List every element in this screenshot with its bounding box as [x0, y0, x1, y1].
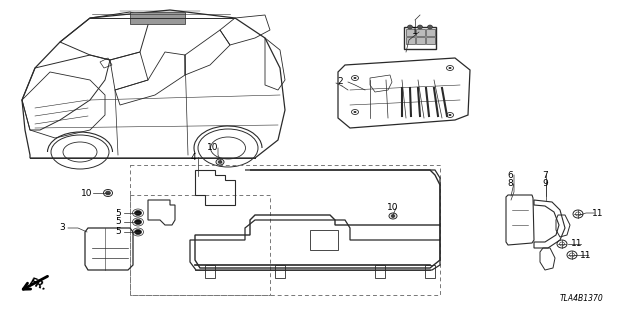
Ellipse shape — [449, 114, 451, 116]
Text: 11: 11 — [572, 239, 583, 249]
Text: 6: 6 — [507, 171, 513, 180]
Ellipse shape — [134, 211, 141, 215]
Bar — [426, 37, 435, 44]
Text: 8: 8 — [507, 180, 513, 188]
Text: 1: 1 — [412, 28, 418, 36]
Bar — [426, 29, 435, 36]
Text: 5: 5 — [115, 228, 121, 236]
Ellipse shape — [391, 214, 395, 218]
Ellipse shape — [353, 111, 356, 113]
Ellipse shape — [134, 229, 141, 235]
Ellipse shape — [417, 25, 422, 29]
Text: 9: 9 — [542, 180, 548, 188]
Text: 10: 10 — [387, 204, 399, 212]
Text: 5: 5 — [115, 209, 121, 218]
Ellipse shape — [353, 77, 356, 79]
Bar — [310, 230, 338, 250]
Text: 3: 3 — [59, 223, 65, 233]
Text: 5: 5 — [115, 218, 121, 227]
Text: 11: 11 — [580, 251, 592, 260]
Bar — [404, 27, 436, 49]
Bar — [416, 29, 425, 36]
Ellipse shape — [134, 220, 141, 225]
Text: 7: 7 — [542, 171, 548, 180]
Text: TLA4B1370: TLA4B1370 — [560, 294, 604, 303]
Text: FR.: FR. — [28, 277, 48, 293]
Bar — [130, 165, 440, 295]
Text: 4: 4 — [190, 153, 196, 162]
Bar — [406, 29, 415, 36]
Ellipse shape — [106, 191, 111, 195]
Bar — [406, 37, 415, 44]
Ellipse shape — [449, 67, 451, 69]
Ellipse shape — [408, 25, 413, 29]
Text: 2: 2 — [337, 77, 343, 86]
Bar — [416, 37, 425, 44]
Text: 10: 10 — [81, 188, 93, 197]
Ellipse shape — [218, 161, 222, 164]
Bar — [130, 12, 185, 24]
Text: 11: 11 — [592, 209, 604, 218]
Text: 10: 10 — [207, 142, 219, 151]
Bar — [130, 195, 270, 295]
Ellipse shape — [428, 25, 433, 29]
